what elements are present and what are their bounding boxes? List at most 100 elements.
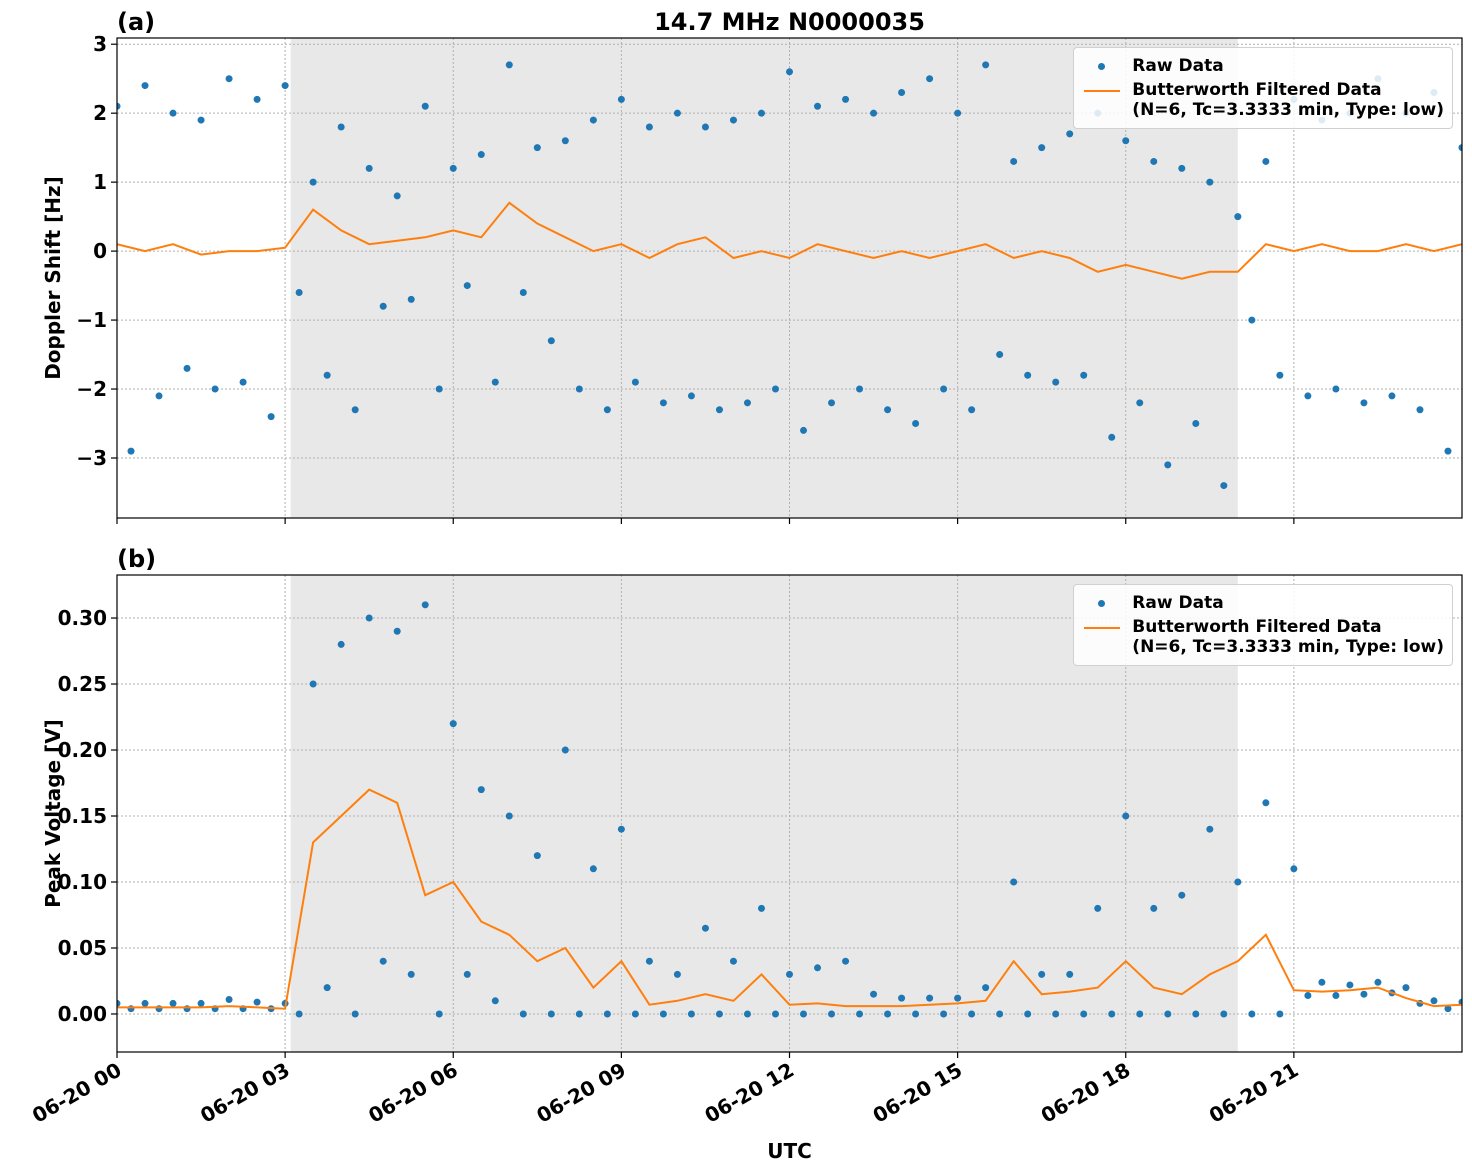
x-tick-label: 06-20 03 [196,1058,294,1128]
raw-point [295,1010,303,1018]
raw-point [1234,213,1242,221]
raw-point [323,371,331,379]
raw-point [771,1010,779,1018]
raw-point [239,378,247,386]
legend: Raw Data Butterworth Filtered Data (N=6, … [1073,584,1453,666]
legend-label: Butterworth Filtered Data (N=6, Tc=3.333… [1132,80,1444,120]
y-tick-label: 0.05 [58,936,107,960]
raw-point [225,75,233,83]
raw-point [1360,399,1368,407]
raw-point [589,865,597,873]
raw-point [561,746,569,754]
y-tick-label: 0.00 [58,1002,107,1026]
legend-label: Raw Data [1132,593,1224,613]
raw-point [463,282,471,290]
raw-point [715,406,723,414]
raw-point [982,984,990,992]
x-tick-label: 06-20 18 [1037,1058,1135,1128]
raw-point [1374,978,1382,986]
raw-point [1094,904,1102,912]
raw-point [870,109,878,117]
raw-point [1304,392,1312,400]
raw-point [1248,316,1256,324]
raw-point [337,640,345,648]
raw-point [365,614,373,622]
raw-point [211,385,219,393]
raw-point [561,137,569,145]
raw-point [1024,371,1032,379]
raw-point [435,1010,443,1018]
raw-point [814,102,822,110]
raw-point [505,61,513,69]
raw-point [786,970,793,978]
plot-area [117,601,1462,1018]
filtered-line [117,788,1462,1010]
raw-point [856,385,864,393]
raw-point [117,999,121,1007]
raw-point [1220,482,1228,490]
y-tick-label: 1 [93,170,107,194]
raw-point [449,720,457,728]
raw-point [1290,865,1298,873]
raw-point [968,406,976,414]
raw-point [940,1010,948,1018]
raw-point [631,378,639,386]
raw-point [729,957,737,965]
raw-point [1024,1010,1032,1018]
raw-point [575,385,583,393]
raw-point [1444,1005,1452,1013]
raw-point [617,95,625,103]
raw-point [1220,1010,1228,1018]
raw-point [1262,799,1270,807]
legend-label: Raw Data [1132,56,1224,76]
raw-point [183,364,191,372]
raw-point [898,88,906,96]
raw-point [1402,984,1410,992]
raw-point [337,123,345,131]
raw-point [141,999,149,1007]
raw-point [1346,981,1354,989]
raw-point [491,378,499,386]
raw-point [1150,157,1158,165]
raw-point [1164,461,1172,469]
x-tick-label: 06-20 15 [869,1058,967,1128]
raw-point [743,1010,751,1018]
raw-point [379,957,387,965]
legend-key [1082,617,1122,639]
raw-point [127,447,135,455]
raw-point [351,406,359,414]
raw-point [323,984,331,992]
raw-point [421,102,429,110]
y-tick-label: −3 [76,446,107,470]
raw-point [547,337,555,345]
x-axis-label: UTC [767,1139,812,1163]
raw-point [926,75,934,83]
raw-point [393,192,401,200]
raw-point [1108,433,1116,441]
raw-point [365,164,373,172]
raw-point [968,1010,976,1018]
raw-point [800,426,808,434]
raw-point [631,1010,639,1018]
raw-point [1192,1010,1200,1018]
raw-point [309,178,317,186]
raw-point [183,1005,191,1013]
raw-point [141,82,149,90]
chart-title: 14.7 MHz N0000035 [654,8,925,36]
raw-point [1052,378,1060,386]
raw-point [842,957,850,965]
raw-point [954,109,962,117]
raw-point [954,994,962,1002]
y-tick-label: 0.30 [58,606,107,630]
raw-point [1122,812,1130,820]
legend-entry: Raw Data [1082,56,1444,78]
raw-point [884,406,892,414]
raw-point [1136,399,1144,407]
x-tick-label: 06-20 21 [1205,1058,1303,1128]
raw-point [856,1010,864,1018]
x-tick-label: 06-20 09 [532,1058,630,1128]
raw-point [533,852,541,860]
raw-point [757,904,765,912]
raw-point [309,680,317,688]
raw-point [842,95,850,103]
